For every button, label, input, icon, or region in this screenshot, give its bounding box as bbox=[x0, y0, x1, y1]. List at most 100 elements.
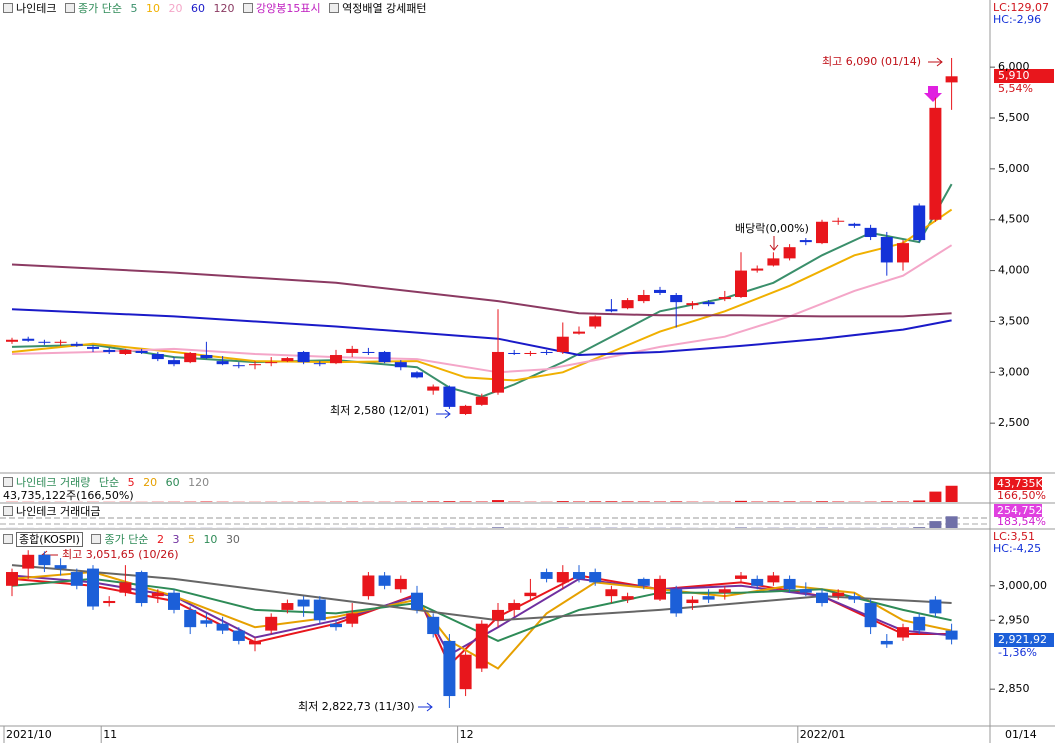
last-volume: 43,735K bbox=[997, 477, 1043, 490]
arrow bbox=[418, 702, 433, 712]
candle-body bbox=[702, 302, 715, 305]
y-tick-label: 2,950 bbox=[998, 613, 1030, 626]
candle-body bbox=[686, 303, 699, 306]
legend-entry: 10 bbox=[203, 533, 218, 546]
bar bbox=[556, 501, 569, 502]
cursor-date: 01/14 bbox=[1005, 728, 1037, 741]
ma-line bbox=[11, 208, 953, 382]
price-legend: 나인테크 종가 단순 5 10 20 60 120 강양봉15표시 역정배열 강… bbox=[3, 2, 432, 15]
candle-body bbox=[475, 396, 488, 405]
legend-label: 종가 단순 bbox=[104, 533, 149, 546]
toggle[interactable] bbox=[3, 3, 13, 13]
bar bbox=[767, 501, 780, 502]
toggle[interactable] bbox=[91, 534, 102, 544]
candle-body bbox=[151, 354, 164, 360]
legend-title: 나인테크 거래량 bbox=[16, 476, 91, 489]
candle-body bbox=[87, 568, 99, 607]
candle-body bbox=[459, 654, 472, 690]
candle-body bbox=[913, 205, 926, 241]
last-price: 2,921,92 bbox=[998, 633, 1047, 646]
bar bbox=[929, 491, 942, 502]
candle-body bbox=[945, 76, 958, 83]
legend-entry: 60 bbox=[190, 2, 205, 15]
candle-body bbox=[54, 341, 67, 343]
candle-body bbox=[232, 630, 245, 641]
candle-body bbox=[929, 599, 942, 614]
ma-line bbox=[11, 183, 953, 398]
candle-body bbox=[816, 221, 828, 244]
ma-line bbox=[11, 244, 953, 374]
candle-body bbox=[297, 351, 310, 363]
legend-entry: 5 bbox=[130, 2, 138, 15]
toggle[interactable] bbox=[3, 534, 13, 544]
toggle[interactable] bbox=[64, 3, 75, 13]
annotation: 최저 2,580 (12/01) bbox=[330, 404, 429, 417]
candle-body bbox=[702, 596, 715, 600]
candle-body bbox=[216, 361, 229, 365]
legend-entry: 120 bbox=[213, 2, 235, 15]
candle-body bbox=[151, 592, 164, 597]
subtitle: 43,735,122주(166,50%) bbox=[3, 489, 134, 502]
y-tick-label: 3,500 bbox=[998, 314, 1030, 327]
candle-body bbox=[54, 565, 67, 569]
bar bbox=[443, 501, 456, 502]
candle-body bbox=[70, 343, 83, 346]
candle-body bbox=[6, 339, 18, 342]
arrow bbox=[436, 409, 451, 419]
y-tick-label: 5,500 bbox=[998, 111, 1030, 124]
candle-body bbox=[168, 360, 180, 365]
candle-body bbox=[22, 554, 35, 569]
candle-body bbox=[783, 578, 796, 590]
ma-line bbox=[11, 574, 952, 657]
candle-body bbox=[22, 338, 35, 341]
candle-body bbox=[103, 600, 116, 604]
candle-body bbox=[897, 243, 909, 263]
toggle[interactable] bbox=[3, 477, 13, 487]
x-tick-label: 11 bbox=[103, 728, 117, 741]
arrow bbox=[769, 236, 779, 251]
candle-body bbox=[945, 630, 958, 640]
last-change: 183,54% bbox=[997, 515, 1046, 528]
candle-body bbox=[411, 592, 423, 610]
candle-body bbox=[929, 107, 942, 220]
bar bbox=[605, 501, 618, 502]
y-tick-label: 5,000 bbox=[998, 162, 1030, 175]
candle-body bbox=[265, 616, 278, 631]
toggle[interactable] bbox=[3, 506, 13, 516]
bar bbox=[735, 500, 747, 502]
annotation: 최고 3,051,65 (10/26) bbox=[62, 548, 179, 561]
y-tick-label: 6,000 bbox=[998, 60, 1030, 73]
value-legend: 나인테크 거래대금 bbox=[3, 505, 105, 518]
price-box bbox=[994, 69, 1054, 83]
price-box bbox=[994, 633, 1054, 647]
toggle[interactable] bbox=[242, 3, 253, 13]
candle-body bbox=[799, 589, 812, 593]
indicator: 강양봉15표시 bbox=[255, 2, 321, 15]
candle-body bbox=[573, 331, 585, 334]
candle-body bbox=[249, 640, 261, 645]
candle-body bbox=[589, 316, 602, 327]
legend-entry: 120 bbox=[188, 476, 210, 489]
candle-body bbox=[103, 349, 116, 352]
candle-body bbox=[38, 341, 51, 343]
candle-body bbox=[313, 599, 326, 621]
candle-body bbox=[783, 247, 796, 259]
candle-body bbox=[508, 603, 521, 610]
annotation: 최저 2,822,73 (11/30) bbox=[298, 700, 415, 713]
bar bbox=[492, 527, 504, 528]
last-value: 254,752 bbox=[997, 504, 1043, 517]
toggle[interactable] bbox=[329, 3, 340, 13]
y-tick-label: 3,000 bbox=[998, 365, 1030, 378]
candle-body bbox=[718, 297, 731, 300]
last-change: 166,50% bbox=[997, 489, 1046, 502]
legend-title: 나인테크 거래대금 bbox=[16, 505, 101, 518]
arrow bbox=[924, 86, 942, 102]
candle-body bbox=[524, 352, 537, 354]
candle-body bbox=[556, 336, 569, 352]
stat: HC:-2,96 bbox=[993, 13, 1041, 26]
candle-body bbox=[848, 596, 861, 600]
candle-body bbox=[119, 582, 132, 593]
candle-body bbox=[378, 575, 391, 586]
